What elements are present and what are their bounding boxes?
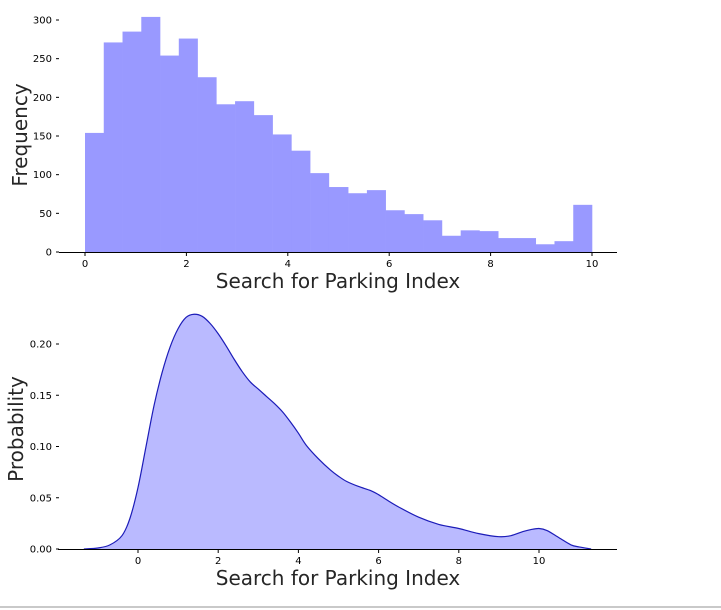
histogram-bar (328, 187, 349, 252)
histogram-y-tick-label: 0 (46, 248, 52, 259)
kde-x-axis-title: Search for Parking Index (216, 566, 461, 590)
histogram-y-tick-label: 50 (39, 209, 52, 220)
histogram-x-tick-label: 4 (285, 259, 291, 270)
histogram-bar (441, 235, 461, 252)
histogram-bar (516, 238, 537, 252)
histogram-y-tick-label: 250 (33, 54, 52, 65)
histogram-bar (310, 173, 330, 252)
histogram-x-ticks: 0 2 4 6 8 10 (82, 252, 599, 270)
kde-chart: 0 2 4 6 8 10 0.00 0.05 0.10 0.15 0.20 Search for … (4, 313, 617, 590)
histogram-bar (479, 231, 499, 252)
histogram-bar (103, 42, 123, 253)
histogram-bar (216, 104, 236, 252)
histogram-x-tick-label: 2 (183, 259, 189, 270)
kde-x-tick-label: 0 (135, 556, 141, 567)
histogram-bar (385, 210, 405, 252)
histogram-y-ticks: 0 50 100 150 200 250 300 (33, 16, 59, 259)
kde-x-tick-label: 8 (456, 556, 462, 567)
kde-y-tick-label: 0.20 (30, 340, 52, 351)
histogram-y-axis-title: Frequency (8, 83, 32, 186)
histogram-x-tick-label: 8 (487, 259, 493, 270)
histogram-bar (404, 214, 424, 252)
histogram-bar (291, 150, 311, 252)
kde-x-tick-label: 4 (295, 556, 301, 567)
histogram-bar (554, 241, 574, 252)
histogram-bar (573, 204, 593, 252)
kde-x-tick-label: 10 (533, 556, 546, 567)
histogram-bar (160, 55, 180, 252)
histogram-x-axis-title: Search for Parking Index (216, 269, 461, 293)
kde-x-tick-label: 2 (215, 556, 221, 567)
histogram-bar (235, 101, 255, 252)
histogram-y-tick-label: 150 (33, 132, 52, 143)
histogram-bar (122, 31, 142, 252)
kde-line (83, 313, 592, 550)
histogram-bar (272, 134, 292, 252)
histogram-bars (85, 16, 593, 253)
kde-area-fill (83, 314, 592, 549)
histogram-bar (535, 244, 555, 252)
histogram-x-tick-label: 6 (386, 259, 392, 270)
histogram-bar (197, 77, 217, 252)
histogram-bar (460, 230, 480, 252)
kde-y-tick-label: 0.00 (30, 545, 52, 556)
histogram-bar (178, 38, 198, 253)
histogram-bar (366, 190, 386, 252)
bottom-divider (0, 606, 721, 608)
kde-y-tick-label: 0.10 (30, 442, 52, 453)
histogram-bar (85, 132, 105, 252)
kde-x-tick-label: 6 (375, 556, 381, 567)
histogram-y-tick-label: 100 (33, 170, 52, 181)
histogram-chart: 0 2 4 6 8 10 0 50 100 150 200 250 300 Search for Pa… (8, 16, 617, 293)
histogram-bar (423, 220, 443, 252)
histogram-y-tick-label: 300 (33, 16, 52, 27)
kde-y-axis-title: Probability (4, 376, 28, 482)
histogram-bar (498, 238, 518, 252)
histogram-bar (141, 16, 161, 252)
kde-x-ticks: 0 2 4 6 8 10 (135, 549, 546, 567)
histogram-bar (348, 193, 368, 252)
histogram-bar (253, 115, 273, 253)
kde-y-tick-label: 0.15 (30, 391, 52, 402)
kde-y-tick-label: 0.05 (30, 493, 52, 504)
histogram-x-tick-label: 0 (82, 259, 88, 270)
kde-y-ticks: 0.00 0.05 0.10 0.15 0.20 (30, 340, 59, 556)
histogram-y-tick-label: 200 (33, 93, 52, 104)
histogram-x-tick-label: 10 (586, 259, 599, 270)
